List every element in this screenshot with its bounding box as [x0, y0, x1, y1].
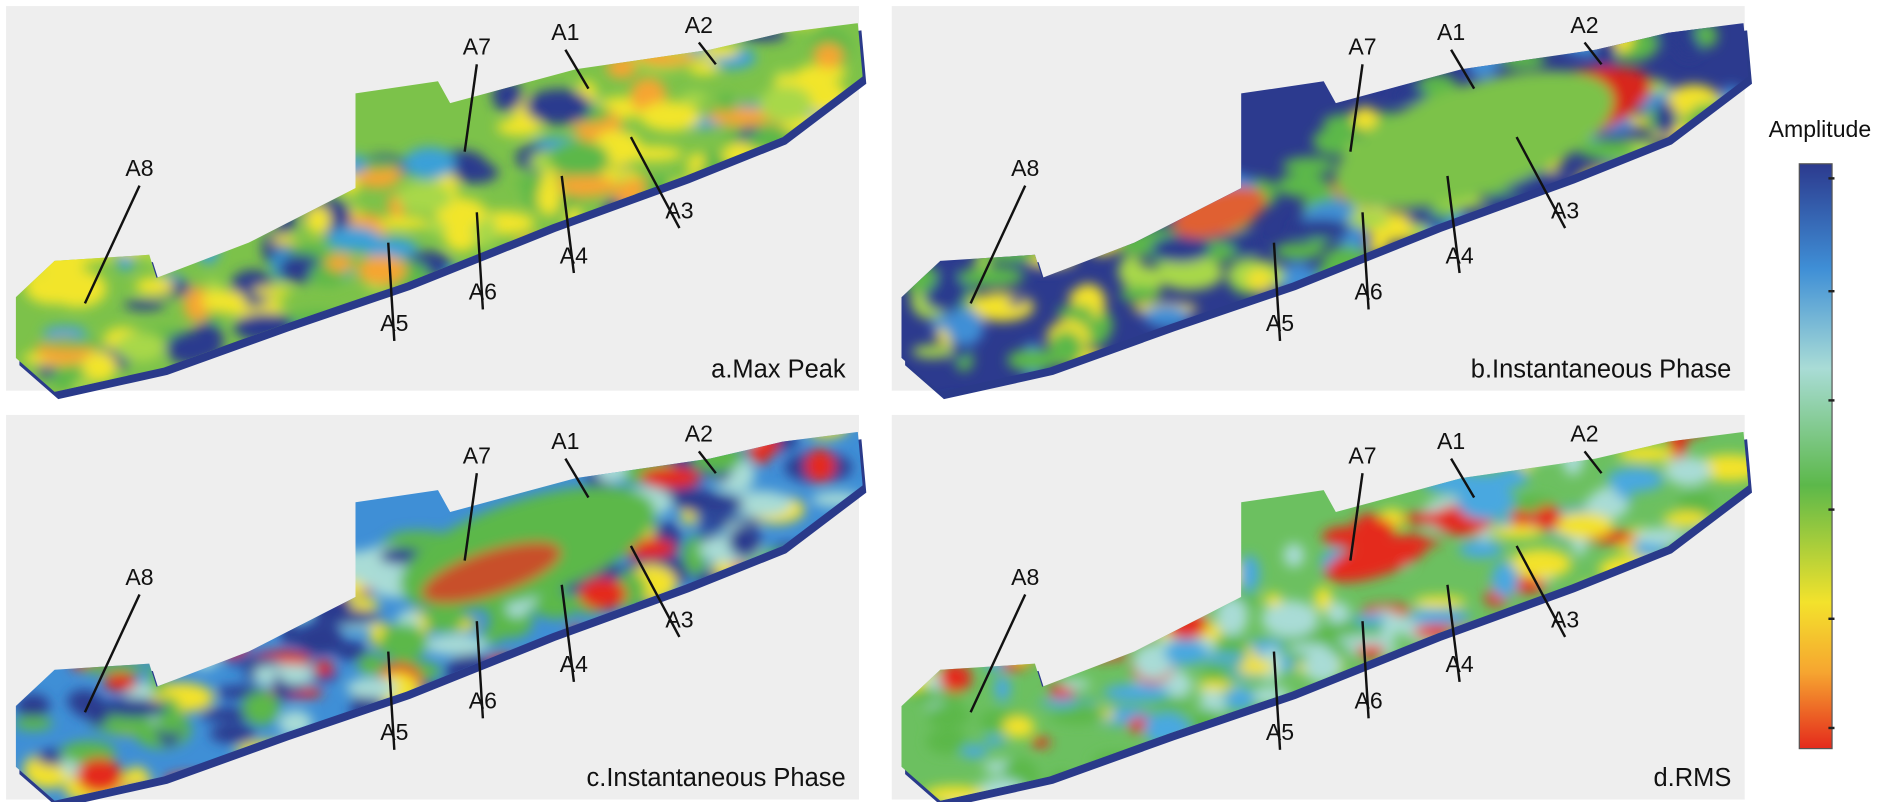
leader-line — [697, 41, 717, 66]
map-panel: A1 A2 A3 A4 A5 A6 A7 A8 d.RMS — [891, 414, 1752, 802]
well-label: A3 — [665, 606, 693, 632]
panel-label: c.Instantaneous Phase — [587, 764, 846, 792]
well-label: A8 — [125, 155, 153, 181]
leader-line — [463, 64, 479, 152]
leader-line — [1361, 212, 1370, 310]
well-label: A2 — [1570, 12, 1598, 38]
leader-line — [1349, 64, 1364, 152]
well-label: A1 — [1437, 19, 1465, 45]
well-label: A6 — [469, 688, 497, 714]
well-label: A7 — [1348, 442, 1376, 468]
well-label: A7 — [1348, 34, 1376, 60]
leader-line — [969, 185, 1027, 304]
well-label: A6 — [469, 279, 497, 305]
well-label: A2 — [685, 12, 713, 38]
well-label: A1 — [1437, 428, 1465, 454]
leader-line — [969, 594, 1027, 713]
well-label: A5 — [380, 719, 408, 745]
well-label: A4 — [560, 242, 588, 268]
leader-line — [1446, 175, 1461, 274]
leader-line — [1515, 545, 1567, 638]
leader-line — [560, 584, 576, 683]
leader-line — [463, 473, 479, 561]
leader-line — [1450, 49, 1476, 90]
leader-line — [1272, 242, 1282, 342]
leader-line — [560, 175, 576, 274]
well-label: A4 — [1445, 651, 1473, 677]
leader-line — [1349, 473, 1364, 561]
well-label: A1 — [551, 19, 579, 45]
leader-line — [1450, 458, 1476, 499]
well-label: A1 — [551, 428, 579, 454]
well-label: A8 — [1011, 155, 1039, 181]
well-label: A5 — [380, 310, 408, 336]
leader-line — [387, 651, 396, 750]
well-label: A8 — [125, 564, 153, 590]
well-label: A2 — [685, 421, 713, 447]
well-label: A4 — [560, 651, 588, 677]
panel-label: a.Max Peak — [711, 355, 846, 383]
leader-line — [387, 242, 396, 342]
well-label: A3 — [1551, 606, 1579, 632]
panel-label: b.Instantaneous Phase — [1471, 355, 1732, 383]
well-label: A3 — [665, 197, 693, 223]
leader-line — [83, 185, 141, 304]
map-panel: A1 A2 A3 A4 A5 A6 A7 A8 c.Instantaneous Phase — [6, 414, 867, 802]
well-label: A8 — [1011, 564, 1039, 590]
well-label: A2 — [1570, 421, 1598, 447]
well-label: A3 — [1551, 197, 1579, 223]
leader-line — [629, 545, 681, 638]
well-label: A6 — [1354, 279, 1382, 305]
well-label: A5 — [1266, 310, 1294, 336]
colorbar — [1798, 163, 1833, 750]
leader-line — [83, 594, 141, 713]
leader-line — [1446, 584, 1461, 683]
well-label: A7 — [463, 442, 491, 468]
map-panel: A1 A2 A3 A4 A5 A6 A7 A8 b.Instantaneous Phase — [891, 6, 1752, 400]
leader-line — [1515, 136, 1567, 229]
well-label: A4 — [1445, 242, 1473, 268]
leader-line — [1583, 450, 1603, 474]
well-label: A5 — [1266, 719, 1294, 745]
leader-line — [564, 458, 590, 499]
leader-line — [697, 450, 717, 474]
leader-line — [1583, 41, 1603, 66]
well-label: A7 — [463, 34, 491, 60]
leader-line — [475, 212, 485, 310]
leader-line — [1361, 621, 1370, 719]
leader-line — [629, 136, 681, 229]
leader-line — [564, 49, 590, 90]
leader-line — [1272, 651, 1282, 750]
panel-label: d.RMS — [1654, 764, 1732, 792]
well-label: A6 — [1354, 688, 1382, 714]
map-panel: A1 A2 A3 A4 A5 A6 A7 A8 a.Max Peak — [6, 6, 867, 400]
leader-line — [475, 621, 485, 719]
colorbar-title: Amplitude — [1769, 116, 1871, 142]
